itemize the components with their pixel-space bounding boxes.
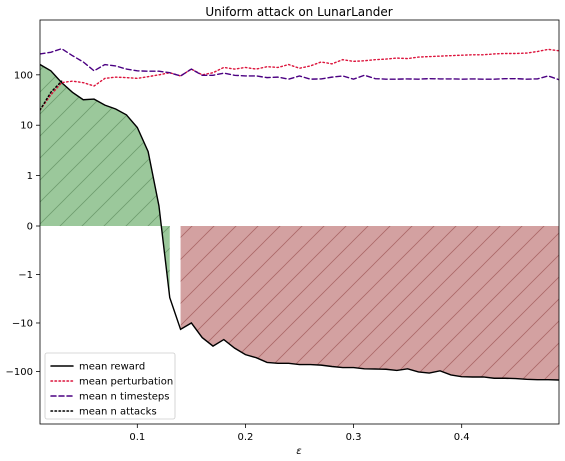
x-axis-label: ε	[296, 446, 302, 457]
y-tick-label: 10	[20, 121, 33, 132]
legend-entry: mean n timesteps	[79, 392, 170, 403]
x-tick-label: 0.1	[129, 432, 145, 443]
x-tick-label: 0.3	[346, 432, 362, 443]
y-tick-label: 100	[14, 70, 33, 81]
legend-entry: mean reward	[79, 362, 145, 373]
series-line-2	[40, 49, 559, 80]
legend-entry: mean perturbation	[79, 377, 173, 388]
y-tick-label: 1	[27, 171, 33, 182]
y-tick-label: 0	[27, 222, 33, 233]
y-tick-label: −100	[6, 367, 33, 378]
x-axis-ticks: 0.1 0.2 0.3 0.4	[129, 424, 469, 443]
negative-reward-region-hatch	[181, 226, 559, 380]
x-tick-label: 0.2	[237, 432, 253, 443]
y-tick-label: −1	[18, 270, 33, 281]
fill-regions	[40, 65, 559, 380]
y-tick-label: −10	[12, 318, 33, 329]
legend-entry: mean n attacks	[79, 407, 157, 418]
chart-title: Uniform attack on LunarLander	[205, 5, 392, 19]
positive-reward-region-hatch	[40, 65, 170, 298]
x-tick-label: 0.4	[454, 432, 470, 443]
legend: mean reward mean perturbation mean n times…	[45, 353, 175, 419]
